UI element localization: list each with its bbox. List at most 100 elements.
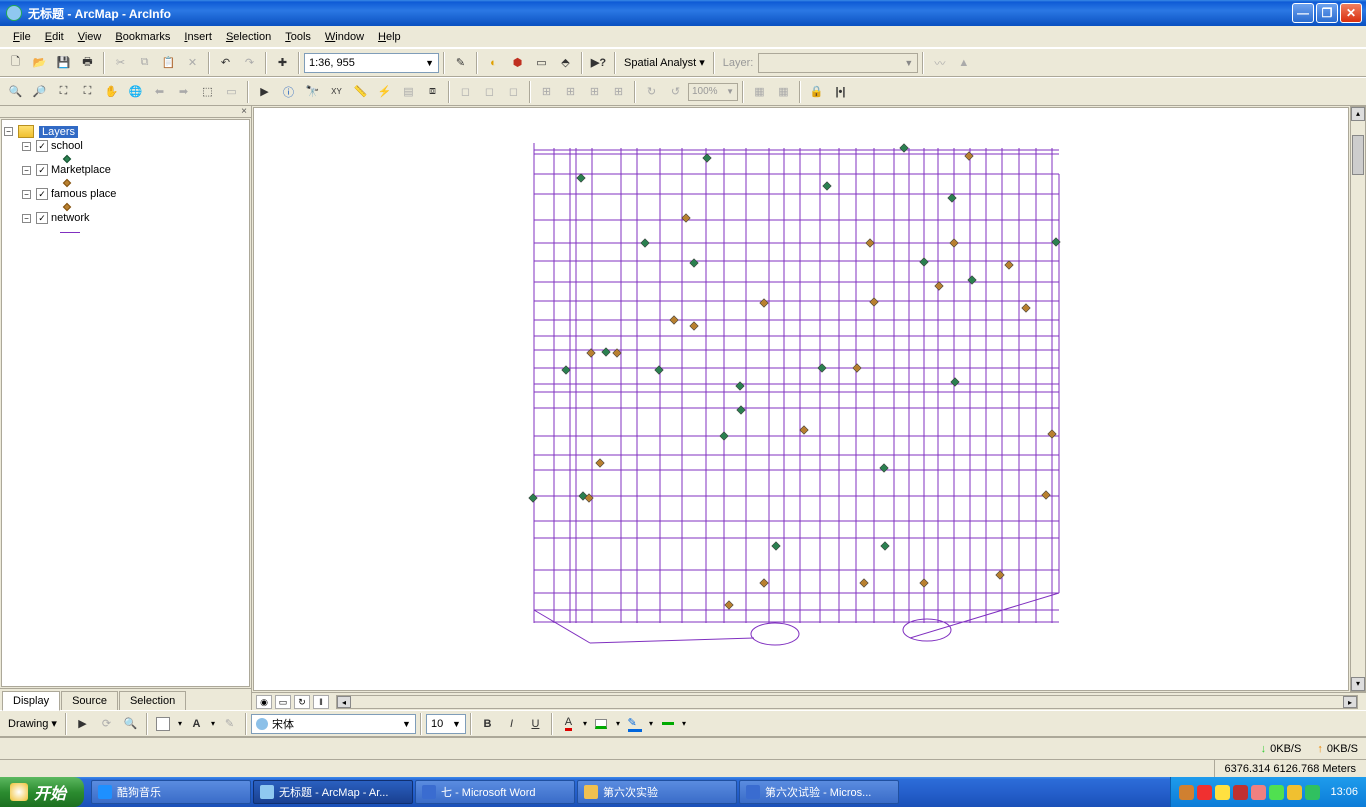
layout-2-icon[interactable]: ▦ [772, 81, 795, 103]
bold-button[interactable]: B [476, 713, 499, 735]
pause-icon[interactable]: |•| [829, 81, 852, 103]
prev-extent-icon[interactable]: ⬅ [148, 81, 171, 103]
tray-icon[interactable] [1305, 785, 1320, 800]
effects-1-icon[interactable]: ◻ [454, 81, 477, 103]
expand-icon[interactable]: − [22, 142, 31, 151]
whats-this-icon[interactable]: ▶? [587, 52, 610, 74]
tray-icon[interactable] [1197, 785, 1212, 800]
menu-bookmarks[interactable]: Bookmarks [108, 29, 177, 45]
editor-icon[interactable]: ✎ [449, 52, 472, 74]
maximize-button[interactable]: ❐ [1316, 3, 1338, 23]
toc-tree[interactable]: − Layers −✓ school−✓ Marketplace−✓ famou… [1, 119, 250, 687]
layer-checkbox[interactable]: ✓ [36, 212, 48, 224]
marker-color-button[interactable] [656, 713, 679, 735]
toc-root[interactable]: Layers [39, 126, 78, 138]
zoom-pct-combo[interactable]: 100%▼ [688, 83, 738, 101]
menu-window[interactable]: Window [318, 29, 371, 45]
effects-3-icon[interactable]: ◻ [502, 81, 525, 103]
italic-button[interactable]: I [500, 713, 523, 735]
start-button[interactable]: 开始 [0, 777, 84, 807]
save-icon[interactable]: 💾 [52, 52, 75, 74]
histogram-icon[interactable]: 〰 [928, 52, 951, 74]
toc-close-icon[interactable]: × [0, 106, 251, 118]
open-icon[interactable]: 📂 [28, 52, 51, 74]
tray-icon[interactable] [1179, 785, 1194, 800]
identify-icon[interactable]: ⓘ [277, 81, 300, 103]
new-icon[interactable]: 🗋 [4, 52, 27, 74]
font-size-combo[interactable]: 10▼ [426, 714, 466, 734]
menu-view[interactable]: View [71, 29, 109, 45]
paste-icon[interactable]: 📋 [157, 52, 180, 74]
map-canvas[interactable] [253, 107, 1349, 691]
lock-icon[interactable]: 🔒 [805, 81, 828, 103]
copy-icon[interactable]: ⧉ [133, 52, 156, 74]
toc-tab-source[interactable]: Source [61, 691, 118, 710]
menu-edit[interactable]: Edit [38, 29, 71, 45]
rot-1-icon[interactable]: ↻ [640, 81, 663, 103]
pan-icon[interactable]: ✋ [100, 81, 123, 103]
layer-checkbox[interactable]: ✓ [36, 164, 48, 176]
expand-icon[interactable]: − [22, 214, 31, 223]
select-elements-icon[interactable]: ▶ [253, 81, 276, 103]
cut-icon[interactable]: ✂ [109, 52, 132, 74]
arctoolbox-icon[interactable]: ⬢ [506, 52, 529, 74]
next-extent-icon[interactable]: ➡ [172, 81, 195, 103]
vertical-scrollbar[interactable]: ▴▾ [1350, 106, 1366, 692]
toc-layer[interactable]: −✓ famous place [4, 187, 247, 201]
horizontal-scrollbar[interactable]: ◂▸ [336, 695, 1358, 709]
expand-icon[interactable]: − [4, 127, 13, 136]
redo-icon[interactable]: ↷ [238, 52, 261, 74]
toc-tab-selection[interactable]: Selection [119, 691, 186, 710]
rectangle-icon[interactable] [152, 713, 175, 735]
expand-icon[interactable]: − [22, 190, 31, 199]
menu-help[interactable]: Help [371, 29, 408, 45]
menu-tools[interactable]: Tools [278, 29, 318, 45]
zoom-out-icon[interactable]: 🔎 [28, 81, 51, 103]
arccatalog-icon[interactable]: ◐ [482, 52, 505, 74]
fill-color-button[interactable] [590, 713, 613, 735]
effects-2-icon[interactable]: ◻ [478, 81, 501, 103]
drawing-menu[interactable]: Drawing ▾ [4, 717, 61, 730]
system-tray[interactable]: 13:06 [1170, 777, 1366, 807]
time-slider-icon[interactable]: ⧈ [421, 81, 444, 103]
taskbar-item[interactable]: 无标题 - ArcMap - Ar... [253, 780, 413, 804]
delete-icon[interactable]: ✕ [181, 52, 204, 74]
layout-view-icon[interactable]: ▭ [275, 695, 291, 709]
taskbar-item[interactable]: 七 - Microsoft Word [415, 780, 575, 804]
print-icon[interactable]: 🖶 [76, 52, 99, 74]
expand-icon[interactable]: − [22, 166, 31, 175]
edit-vertices-icon[interactable]: ✎ [218, 713, 241, 735]
menu-file[interactable]: File [6, 29, 38, 45]
tray-icon[interactable] [1251, 785, 1266, 800]
close-button[interactable]: ✕ [1340, 3, 1362, 23]
font-color-button[interactable]: A [557, 713, 580, 735]
full-extent-icon[interactable]: 🌐 [124, 81, 147, 103]
menu-selection[interactable]: Selection [219, 29, 278, 45]
layer-checkbox[interactable]: ✓ [36, 188, 48, 200]
toc-layer[interactable]: −✓ school [4, 139, 247, 153]
data-view-icon[interactable]: ◉ [256, 695, 272, 709]
taskbar-item[interactable]: 酷狗音乐 [91, 780, 251, 804]
geo-2-icon[interactable]: ⊞ [559, 81, 582, 103]
tray-icon[interactable] [1287, 785, 1302, 800]
command-line-icon[interactable]: ▭ [530, 52, 553, 74]
refresh-icon[interactable]: ↻ [294, 695, 310, 709]
minimize-button[interactable]: — [1292, 3, 1314, 23]
scale-combo[interactable]: 1:36, 955▼ [304, 53, 439, 73]
tray-icon[interactable] [1233, 785, 1248, 800]
underline-button[interactable]: U [524, 713, 547, 735]
taskbar-item[interactable]: 第六次试验 - Micros... [739, 780, 899, 804]
undo-icon[interactable]: ↶ [214, 52, 237, 74]
clear-selection-icon[interactable]: ▭ [220, 81, 243, 103]
font-combo[interactable]: 宋体▼ [251, 714, 416, 734]
hyperlink-icon[interactable]: ⚡ [373, 81, 396, 103]
html-popup-icon[interactable]: ▤ [397, 81, 420, 103]
tray-icon[interactable] [1269, 785, 1284, 800]
select-tool-icon[interactable]: ▶ [71, 713, 94, 735]
contour-icon[interactable]: ▲ [952, 52, 975, 74]
add-data-icon[interactable]: ✚ [271, 52, 294, 74]
geo-3-icon[interactable]: ⊞ [583, 81, 606, 103]
measure-icon[interactable]: 📏 [349, 81, 372, 103]
geo-4-icon[interactable]: ⊞ [607, 81, 630, 103]
text-tool-icon[interactable]: A [185, 713, 208, 735]
